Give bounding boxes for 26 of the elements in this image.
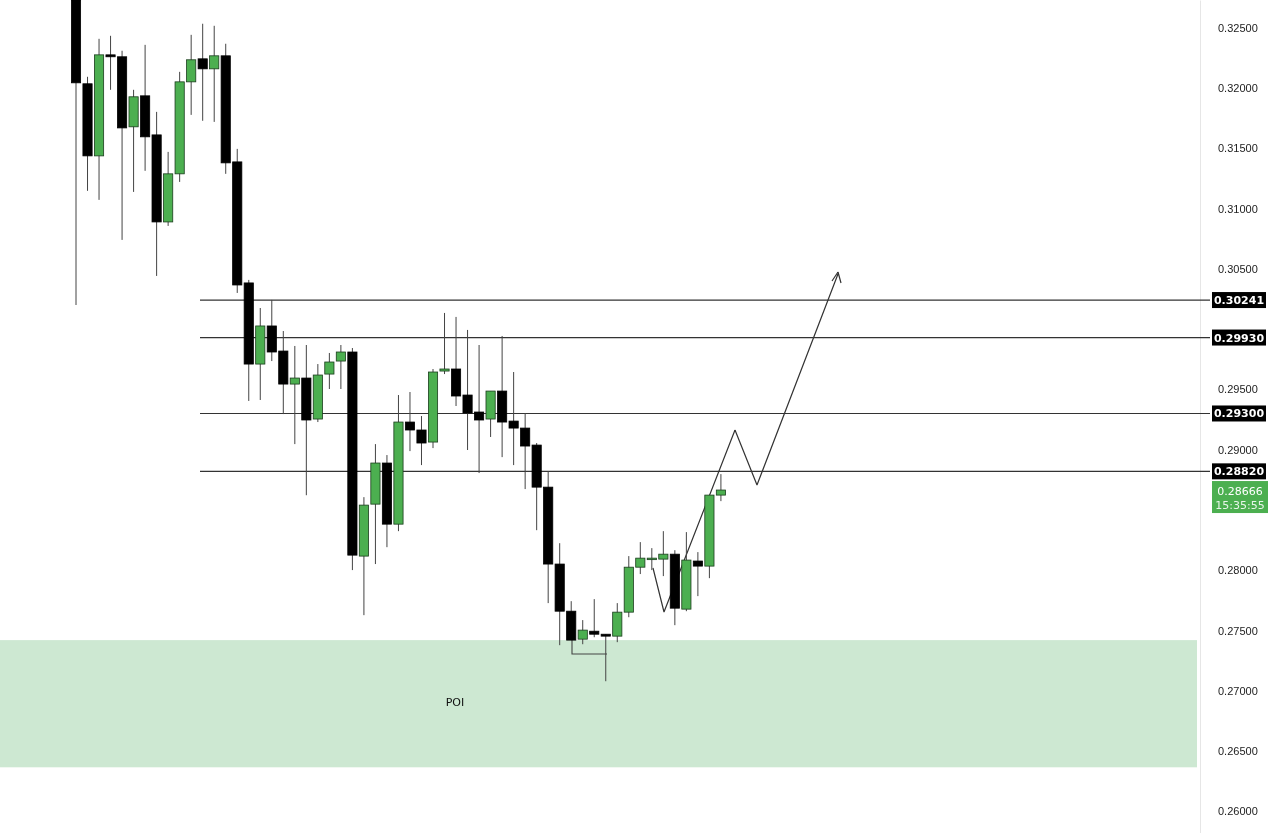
y-tick-label: 0.27500 — [1218, 624, 1258, 637]
ref-line-label: 0.29300 — [1213, 407, 1265, 421]
y-tick-label: 0.32500 — [1218, 21, 1258, 34]
y-tick-label: 0.27000 — [1218, 684, 1258, 697]
y-tick-label: 0.31500 — [1218, 142, 1258, 155]
candlestick — [600, 633, 611, 682]
ref-line-label: 0.30241 — [1213, 294, 1265, 308]
y-tick-label: 0.29000 — [1218, 443, 1258, 456]
band-label: POI — [445, 696, 465, 710]
y-tick-label: 0.30500 — [1218, 262, 1258, 275]
candlestick — [589, 598, 600, 638]
y-tick-label: 0.29500 — [1218, 383, 1258, 396]
ref-line-label: 0.29930 — [1213, 331, 1265, 345]
candlestick — [209, 25, 220, 123]
text: 0.28666 — [1217, 485, 1263, 499]
candlestick — [692, 551, 703, 597]
text: 15:35:55 — [1215, 499, 1265, 513]
candlestick — [289, 345, 300, 445]
candlestick — [577, 619, 588, 645]
y-tick-label: 0.28000 — [1218, 564, 1258, 577]
candlestick — [197, 23, 208, 122]
y-tick-label: 0.26000 — [1218, 805, 1258, 818]
y-tick-label: 0.32000 — [1218, 82, 1258, 95]
ref-line-label: 0.28820 — [1213, 465, 1265, 479]
y-tick-label: 0.26500 — [1218, 745, 1258, 758]
y-tick-label: 0.31000 — [1218, 202, 1258, 215]
